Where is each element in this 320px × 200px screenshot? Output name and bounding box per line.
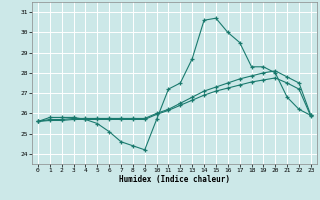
X-axis label: Humidex (Indice chaleur): Humidex (Indice chaleur) [119, 175, 230, 184]
